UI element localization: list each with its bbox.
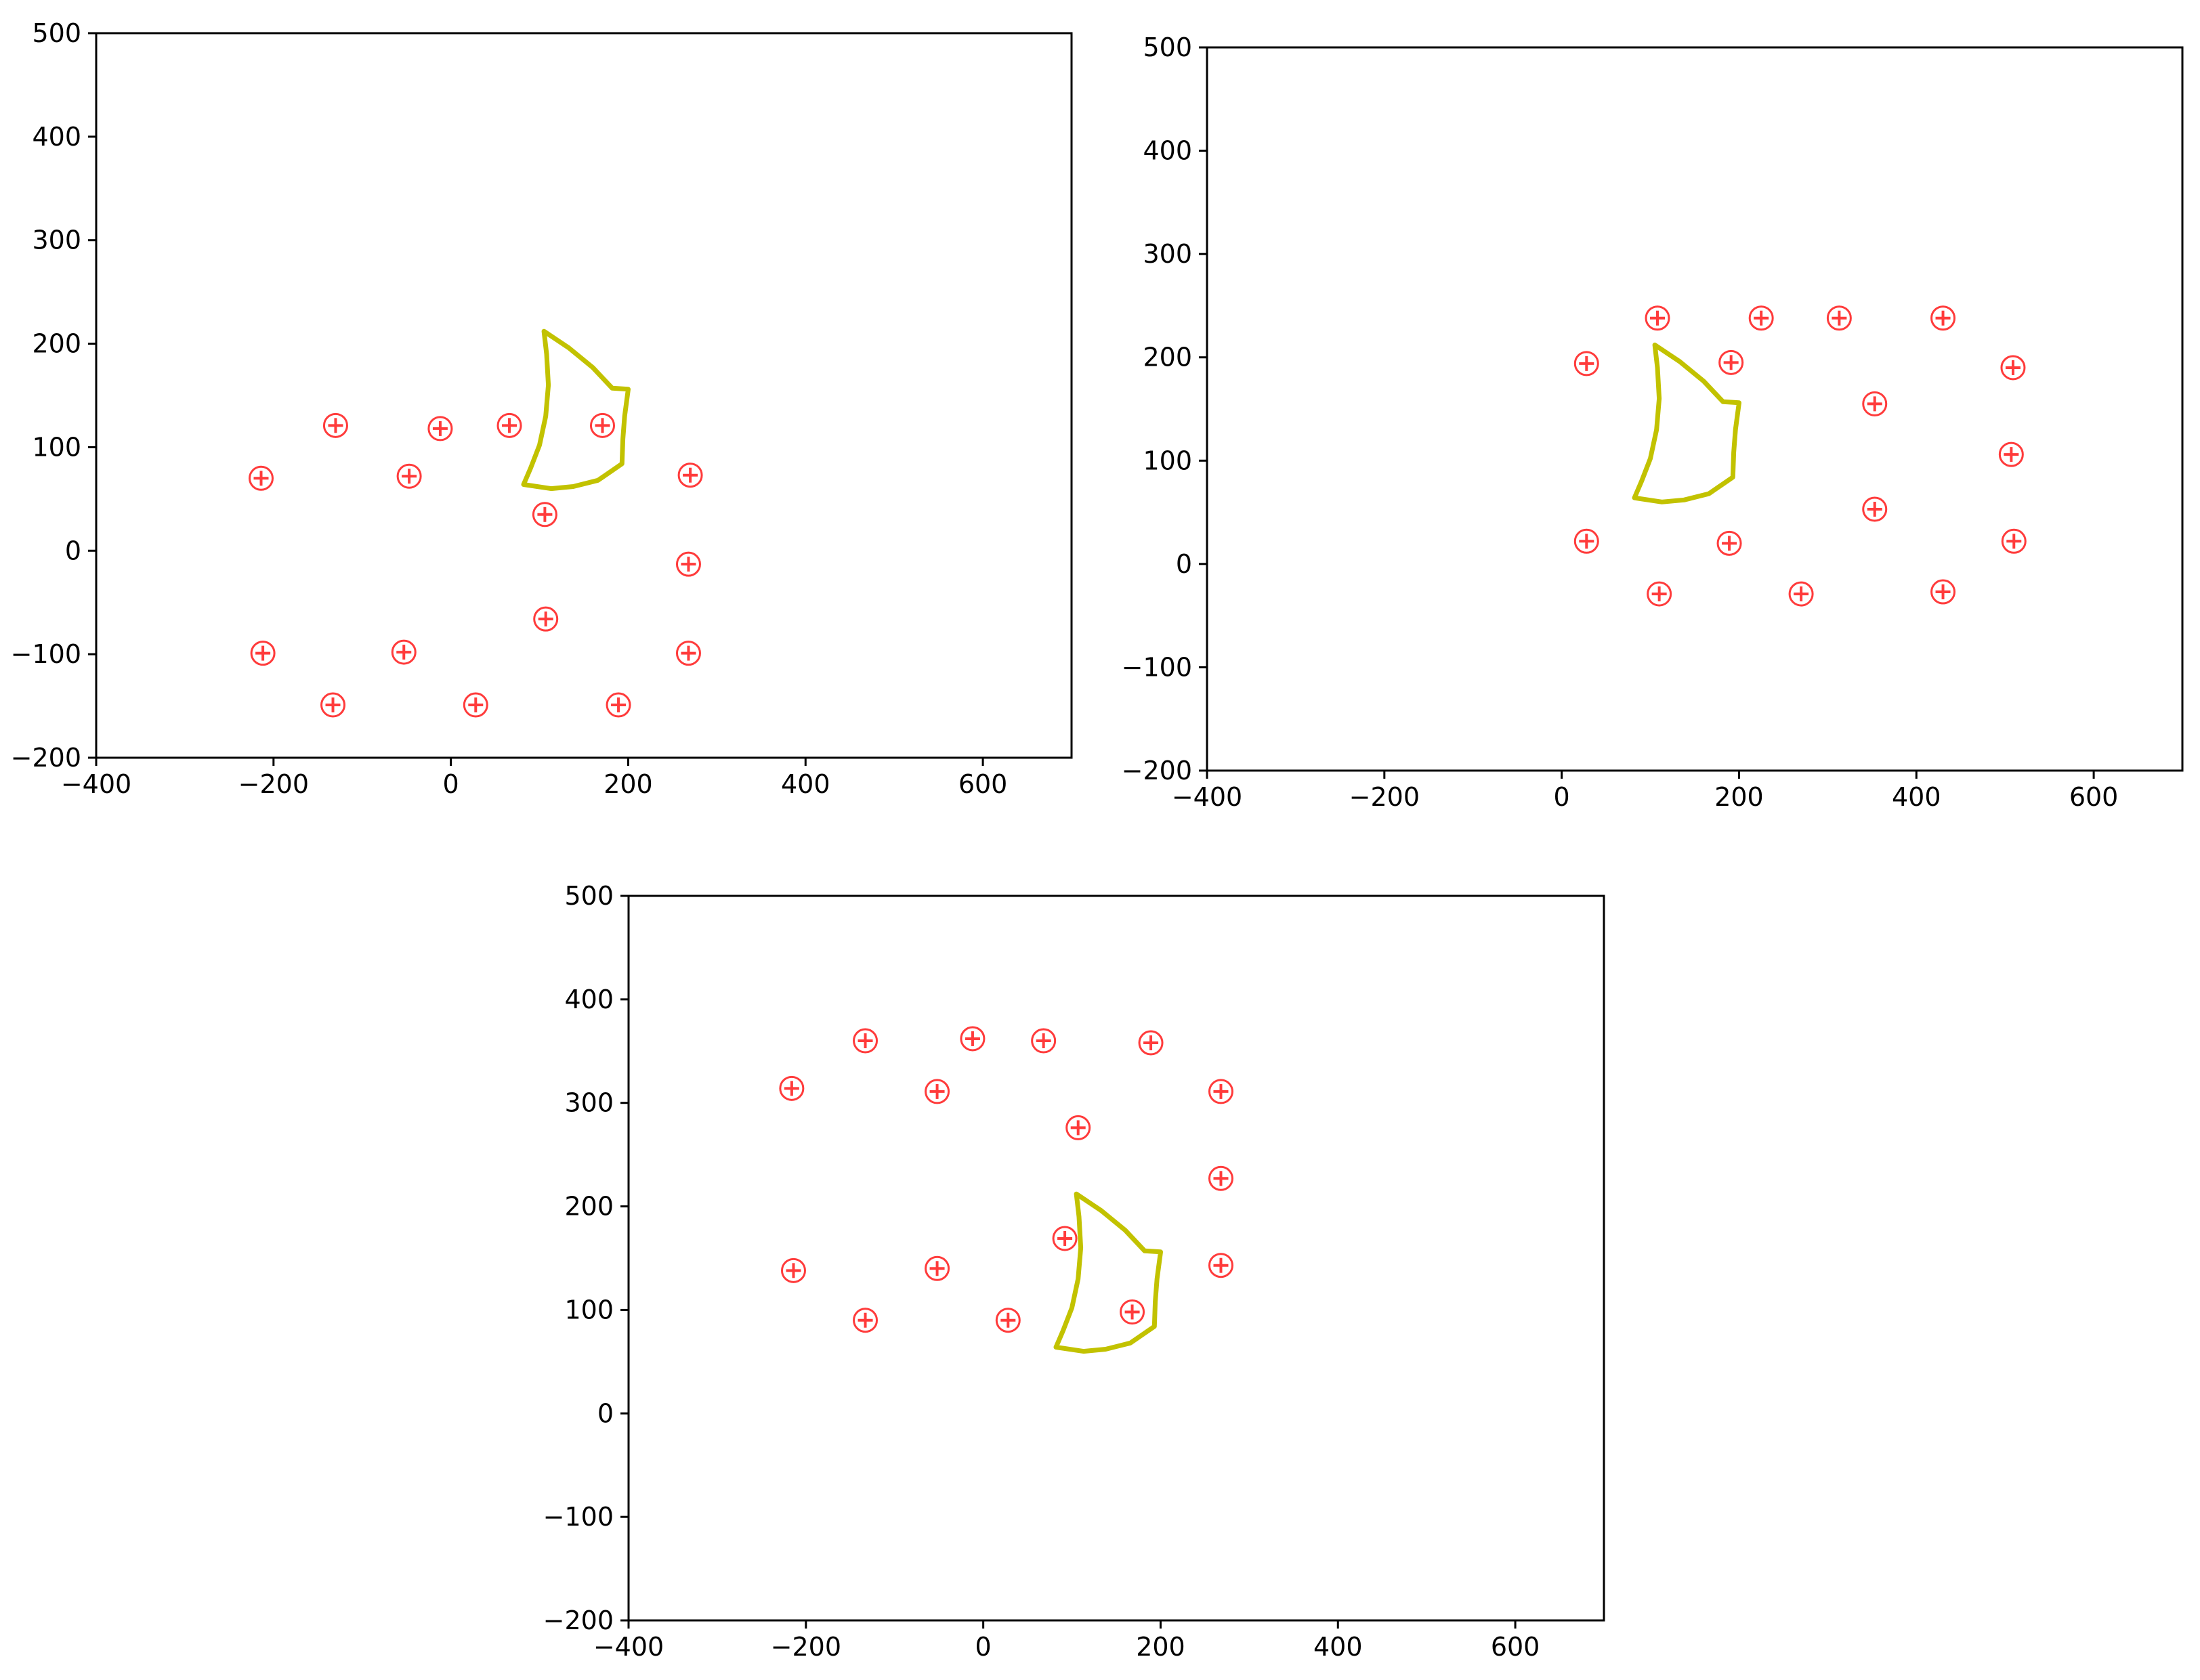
crescent-shape [1053,1191,1163,1354]
plot-area-frame [627,895,1605,1622]
y-tick-label: −200 [11,743,81,773]
data-point-marker [1052,1226,1078,1251]
x-tick-label: 600 [2069,782,2119,812]
data-point-marker [925,1255,950,1281]
data-point-marker [1930,579,1956,605]
x-tick-label: 0 [443,769,459,799]
x-tick-label: 600 [1491,1632,1540,1662]
data-point-marker [589,412,615,438]
data-point-marker [1862,391,1888,416]
data-point-marker [1208,1079,1233,1104]
data-point-marker [427,416,453,441]
y-tick-label: 0 [597,1398,614,1428]
data-point-marker [463,692,488,718]
data-point-marker [320,692,346,718]
crescent-shape [1632,342,1741,504]
crescent-shape [521,328,631,492]
plot-area-frame [95,32,1073,759]
y-tick-label: 200 [32,329,81,359]
data-point-marker [533,606,559,632]
plot-area-frame [1206,46,2184,772]
y-tick-label: 0 [65,536,81,565]
data-point-marker [853,1308,879,1333]
y-tick-label: 500 [1143,33,1192,62]
y-tick-label: −100 [11,639,81,669]
y-tick-label: −100 [1122,652,1192,682]
data-point-marker [391,639,417,665]
y-tick-label: −200 [1122,756,1192,785]
data-point-marker [250,641,276,666]
data-point-marker [396,463,422,489]
x-tick-label: 0 [1554,782,1570,812]
x-tick-label: 200 [604,769,653,799]
data-point-marker [532,502,557,527]
x-tick-label: −200 [238,769,309,799]
data-point-marker [1138,1030,1164,1056]
data-point-marker [322,412,348,438]
data-point-marker [1573,351,1599,376]
y-tick-label: 100 [1143,446,1192,475]
data-point-marker [779,1075,805,1101]
data-point-marker [1647,581,1672,607]
x-tick-label: −400 [61,769,131,799]
data-point-marker [853,1028,879,1054]
x-tick-label: 600 [958,769,1008,799]
scatter-chart-bottom: −400 −200 0 200 400 600−200−10001002003004005… [543,881,1605,1662]
y-tick-label: 100 [564,1295,614,1324]
x-tick-label: 400 [1313,1632,1363,1662]
x-tick-label: 200 [1136,1632,1185,1662]
x-tick-label: 400 [781,769,830,799]
x-tick-label: −200 [771,1632,841,1662]
scatter-chart-top-left: −400 −200 0 200 400 600−200−10001002003004005… [11,18,1073,799]
scatter-chart-top-right: −400 −200 0 200 400 600−200−10001002003004005… [1122,33,2184,812]
y-tick-label: 0 [1176,549,1192,579]
y-tick-label: 300 [1143,239,1192,269]
y-tick-label: 500 [564,881,614,911]
y-tick-label: 100 [32,432,81,462]
y-tick-label: 500 [32,18,81,48]
data-point-marker [677,462,703,488]
data-point-marker [1748,305,1774,331]
data-point-marker [1031,1028,1057,1054]
y-tick-label: 200 [564,1192,614,1222]
y-tick-label: 300 [32,225,81,255]
y-tick-label: 300 [564,1088,614,1118]
data-point-marker [995,1308,1021,1333]
y-tick-label: −100 [543,1502,614,1532]
data-point-marker [1826,305,1852,331]
data-point-marker [1716,530,1742,556]
x-tick-label: −400 [1172,782,1242,812]
data-point-marker [1998,441,2024,467]
data-point-marker [1862,496,1888,522]
x-tick-label: 200 [1714,782,1764,812]
data-point-marker [2001,528,2027,554]
data-point-marker [1788,581,1814,607]
data-point-marker [1120,1299,1145,1324]
data-point-marker [2000,355,2026,381]
data-point-marker [1208,1253,1233,1278]
x-tick-label: 400 [1892,782,1941,812]
data-point-marker [675,641,701,666]
data-point-marker [780,1257,806,1283]
data-point-marker [1645,305,1670,331]
x-tick-label: −400 [593,1632,664,1662]
y-tick-label: −200 [543,1606,614,1635]
data-point-marker [606,692,631,718]
y-tick-label: 400 [32,122,81,152]
data-point-marker [248,465,274,491]
data-point-marker [1718,349,1744,375]
y-tick-label: 400 [564,985,614,1014]
data-point-marker [1208,1165,1233,1191]
x-tick-label: −200 [1349,782,1420,812]
data-point-marker [1573,528,1599,554]
data-point-marker [1065,1115,1091,1140]
data-point-marker [960,1026,986,1052]
y-tick-label: 200 [1143,343,1192,372]
data-point-marker [1930,305,1956,331]
y-tick-label: 400 [1143,136,1192,166]
x-tick-label: 0 [975,1632,992,1662]
data-point-marker [925,1079,950,1104]
data-point-marker [675,551,701,577]
data-point-marker [496,412,522,438]
